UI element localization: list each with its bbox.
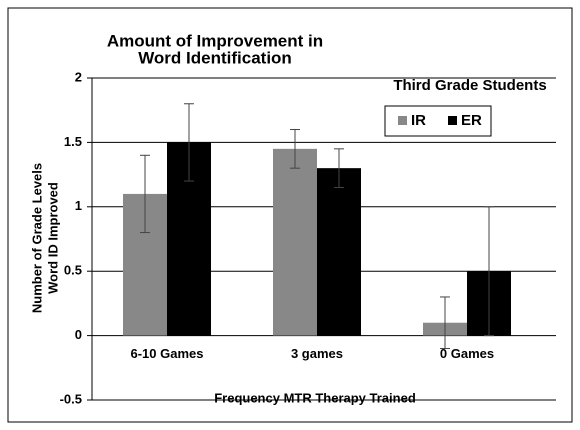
chart-title: Amount of Improvement in <box>107 31 323 50</box>
legend-swatch <box>448 116 457 125</box>
bar <box>317 168 361 336</box>
y-tick-label: 1 <box>75 198 82 213</box>
y-axis-label: Word ID Improved <box>45 182 60 294</box>
chart-title: Word Identification <box>138 48 292 67</box>
y-axis-label: Number of Grade Levels <box>29 163 44 313</box>
y-tick-label: 0.5 <box>64 263 82 278</box>
y-tick-label: 1.5 <box>64 134 82 149</box>
chart-subtitle: Third Grade Students <box>393 77 546 94</box>
legend-swatch <box>398 116 407 125</box>
y-tick-label: 2 <box>75 69 82 84</box>
bar <box>273 148 317 336</box>
x-axis-label: Frequency MTR Therapy Trained <box>214 390 416 405</box>
x-tick-label: 3 games <box>291 346 343 361</box>
y-tick-label: -0.5 <box>60 391 82 406</box>
x-tick-label: 0 Games <box>440 346 494 361</box>
legend-label: ER <box>461 112 482 129</box>
y-tick-label: 0 <box>75 327 82 342</box>
legend-label: IR <box>411 112 426 129</box>
x-tick-label: 6-10 Games <box>131 346 204 361</box>
